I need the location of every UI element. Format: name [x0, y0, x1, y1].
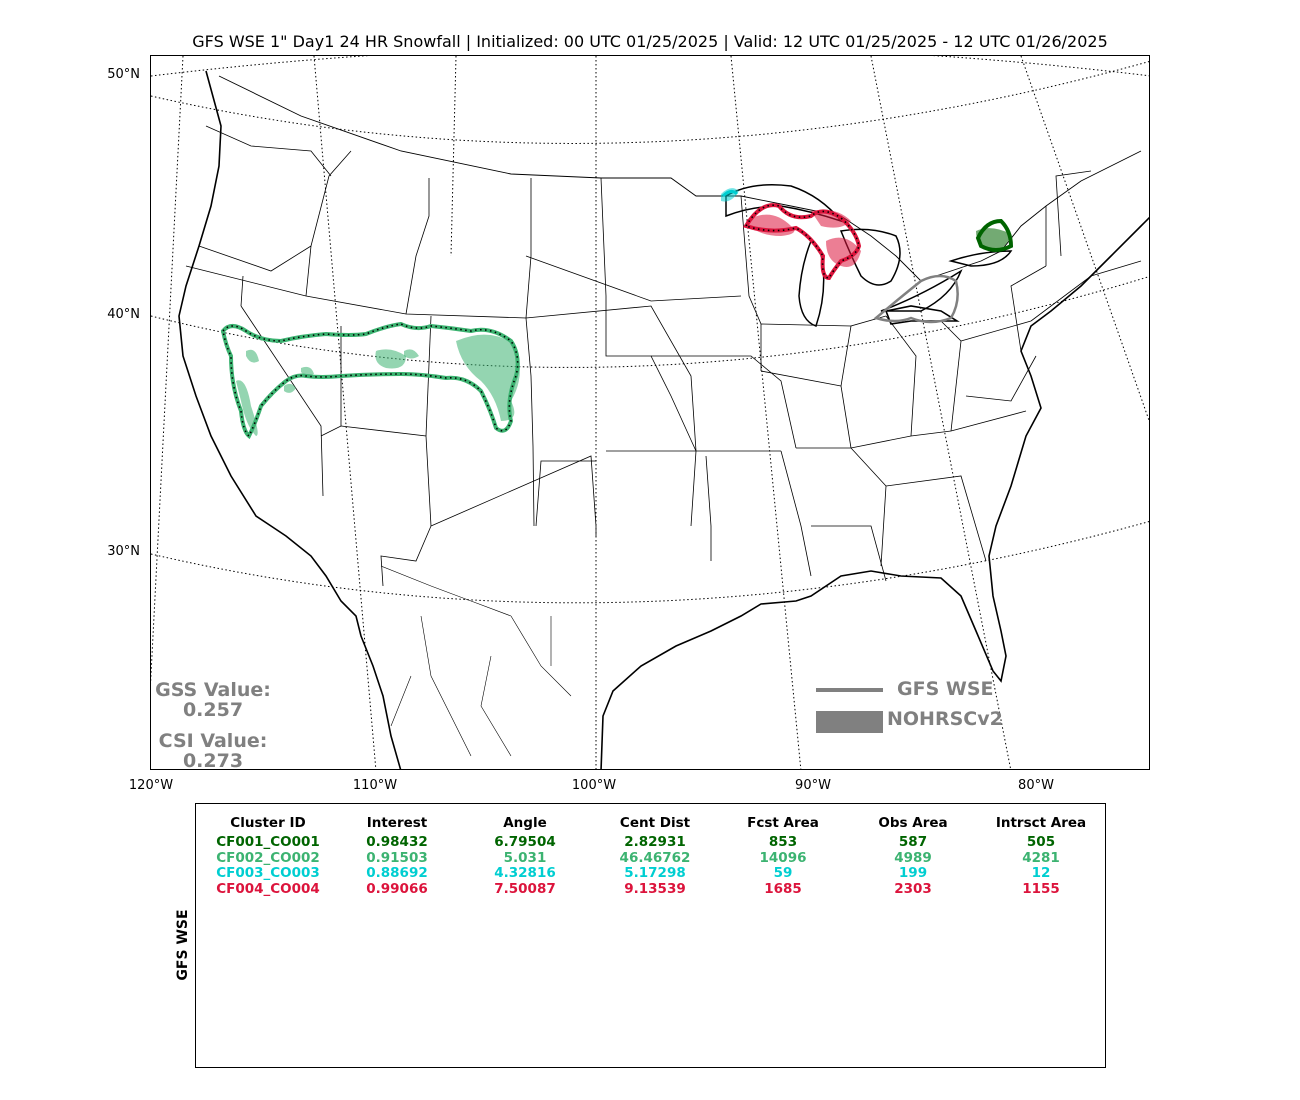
map-panel: [150, 55, 1150, 770]
table-cell: 59: [773, 865, 793, 882]
table-cell: 6.79504: [494, 834, 556, 850]
lat-label-30: 30°N: [107, 544, 140, 559]
table-cell: 7.50087: [494, 881, 556, 898]
lon-label-80: 80°W: [1018, 778, 1054, 793]
table-header: Angle: [503, 815, 547, 831]
conus-map: [151, 56, 1149, 769]
table-cell: CF004_CO004: [216, 881, 320, 898]
table-cell: 0.99066: [366, 881, 428, 898]
table-cell: CF003_CO003: [216, 865, 320, 882]
legend-fill-label: NOHRSCv2: [887, 708, 1003, 730]
lat-label-40: 40°N: [107, 307, 140, 322]
canada-border: [218, 75, 1142, 282]
table-cell: 199: [898, 865, 928, 882]
table-cell: 12: [1031, 865, 1051, 882]
fcst-contours: [220, 189, 1014, 440]
table-header: Fcst Area: [747, 815, 819, 831]
table-cell: 2.82931: [624, 834, 686, 850]
lon-label-100: 100°W: [571, 778, 617, 793]
table-cell: 5.031: [503, 849, 547, 866]
table-cell: 853: [768, 834, 798, 850]
table-cell: CF002_CO002: [216, 849, 320, 866]
lon-label-110: 110°W: [352, 778, 398, 793]
gss-label: GSS Value:: [155, 679, 271, 701]
csi-label: CSI Value:: [158, 730, 268, 752]
legend-fill-symbol: [816, 711, 883, 733]
table-cell: 0.98432: [366, 834, 428, 850]
table-cell: 46.46762: [619, 849, 691, 866]
table-cell: 9.13539: [624, 881, 686, 898]
map-title: GFS WSE 1" Day1 24 HR Snowfall | Initial…: [192, 32, 1108, 51]
mexico-states: [380, 565, 572, 757]
table-cell: 0.91503: [366, 849, 428, 866]
gss-value: 0.257: [182, 699, 244, 721]
table-header: Interest: [366, 815, 428, 831]
table-header: Obs Area: [878, 815, 948, 831]
state-borders: [185, 125, 1142, 587]
graticule: [151, 56, 1149, 769]
table-cell: 4281: [1022, 849, 1060, 866]
table-cell: 1685: [764, 881, 802, 898]
table-cell: 587: [898, 834, 928, 850]
table-cell: 1155: [1022, 881, 1060, 898]
table-cell: 4989: [894, 849, 932, 866]
table-header: Cluster ID: [230, 815, 306, 831]
table-cell: 505: [1026, 834, 1056, 850]
table-cell: 2303: [894, 881, 932, 898]
cluster-stats-table: [195, 803, 1106, 1068]
obs-areas: [236, 188, 1011, 436]
lon-label-90: 90°W: [795, 778, 831, 793]
table-cell: 14096: [759, 849, 807, 866]
table-side-label: GFS WSE: [175, 909, 191, 981]
table-cell: CF001_CO001: [216, 834, 320, 850]
table-header: Intrsct Area: [995, 815, 1087, 831]
table-header: Cent Dist: [619, 815, 691, 831]
table-cell: 5.17298: [624, 865, 686, 882]
table-cell: 4.32816: [494, 865, 556, 882]
lat-label-50: 50°N: [107, 67, 140, 82]
csi-value: 0.273: [182, 750, 244, 772]
lon-label-120: 120°W: [128, 778, 174, 793]
legend-line-label: GFS WSE: [897, 678, 994, 700]
table-cell: 0.88692: [366, 865, 428, 882]
